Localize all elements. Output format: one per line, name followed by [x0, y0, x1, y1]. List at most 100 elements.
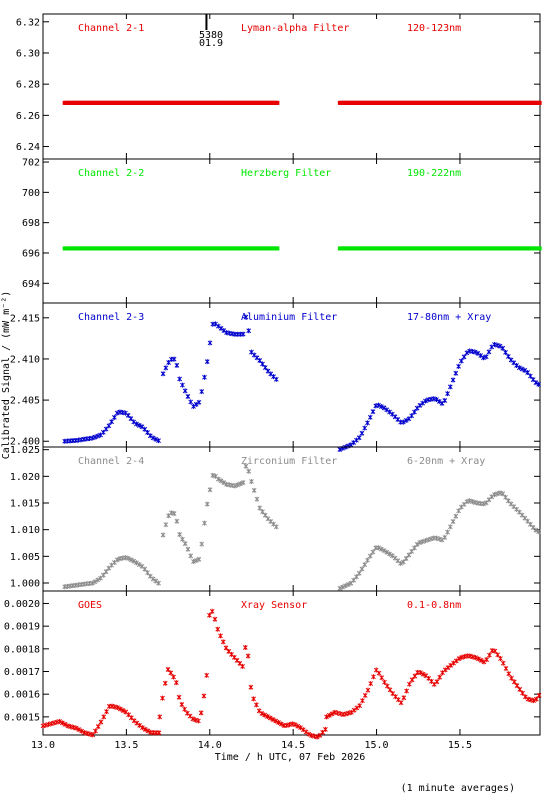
data-point: [104, 709, 109, 715]
data-point: [185, 393, 191, 399]
data-point: [156, 730, 162, 736]
data-point: [498, 656, 503, 662]
y-tick-label: 6.24: [16, 142, 40, 153]
data-point: [137, 722, 142, 728]
data-point: [160, 532, 166, 538]
data-point: [276, 719, 281, 725]
data-point: [262, 512, 268, 518]
data-point: [207, 487, 213, 493]
data-point: [401, 419, 406, 425]
y-tick-label: 696: [22, 248, 40, 259]
y-tick-label: 2.405: [10, 396, 40, 407]
channel-label: Channel 2-3: [78, 312, 144, 323]
data-point: [275, 246, 280, 251]
data-point: [153, 436, 159, 442]
filter-label: Zirconium Filter: [241, 456, 337, 467]
data-point: [492, 492, 497, 498]
data-point: [351, 577, 357, 583]
data-point: [73, 725, 79, 731]
data-point: [188, 553, 194, 559]
data-point: [254, 496, 260, 502]
data-point: [326, 712, 332, 718]
data-point: [147, 433, 153, 439]
data-point: [179, 702, 185, 708]
panel-1: 6.24 6.26 6.28 6.30 6.32 Channel 2-1 Lyman-alp…: [16, 13, 542, 160]
data-point: [240, 480, 246, 486]
data-point: [456, 363, 461, 369]
data-point: [202, 520, 207, 526]
data-point: [381, 548, 387, 554]
data-point: [145, 728, 151, 734]
data-point: [483, 354, 489, 360]
data-point: [134, 560, 139, 566]
data-point: [447, 524, 453, 530]
x-axis-label: Time / h UTC, 07 Feb 2026: [215, 752, 366, 763]
y-tick-label: 702: [22, 158, 40, 169]
data-point: [434, 679, 440, 685]
channel-label: Channel 2-4: [78, 456, 144, 467]
data-point: [354, 705, 360, 711]
data-point: [412, 673, 418, 679]
x-tick-label: 13.5: [114, 740, 138, 751]
data-point: [378, 546, 384, 552]
data-point: [404, 688, 409, 694]
data-point: [100, 572, 106, 578]
data-point: [345, 582, 351, 588]
panel-frame: [42, 158, 541, 304]
data-point: [163, 522, 169, 528]
y-tick-label: 1.025: [10, 445, 40, 456]
data-point: [434, 397, 439, 403]
data-point: [505, 353, 511, 359]
data-point: [481, 355, 486, 361]
y-tick-label: 0.0020: [4, 599, 40, 610]
data-point: [525, 370, 530, 376]
data-point: [384, 683, 390, 689]
data-point: [376, 545, 381, 551]
data-point: [445, 665, 451, 671]
data-point: [157, 714, 163, 720]
data-point: [82, 730, 87, 736]
y-tick-label: 1.020: [10, 472, 40, 483]
x-tick-label: 14.0: [198, 740, 222, 751]
data-point: [486, 349, 492, 355]
data-point: [168, 670, 174, 676]
data-point: [174, 518, 180, 524]
data-point: [243, 463, 249, 469]
y-tick-label: 6.28: [16, 80, 40, 91]
data-point: [153, 578, 159, 584]
data-point: [453, 370, 459, 376]
data-point: [210, 472, 216, 478]
data-point: [537, 100, 542, 105]
data-point: [492, 648, 498, 654]
data-point: [398, 560, 403, 566]
data-point: [378, 404, 384, 410]
x-tick-label: 15.5: [448, 740, 472, 751]
y-tick-label: 700: [22, 188, 40, 199]
data-point: [232, 483, 238, 489]
data-point: [442, 534, 448, 540]
data-point: [487, 652, 492, 658]
data-point: [218, 478, 224, 484]
y-tick-label: 1.015: [10, 499, 40, 510]
data-point: [537, 246, 542, 251]
data-point: [204, 359, 210, 365]
data-point: [295, 723, 301, 729]
data-point: [401, 559, 406, 565]
data-point: [115, 705, 120, 711]
filter-label: Lyman-alpha Filter: [241, 23, 349, 34]
series-points: [62, 246, 542, 251]
data-point: [240, 663, 245, 669]
data-point: [89, 580, 95, 586]
data-point: [173, 680, 179, 686]
data-point: [329, 711, 335, 717]
data-point: [218, 325, 224, 331]
data-point: [533, 380, 539, 386]
data-point: [431, 396, 437, 402]
panels: 6.24 6.26 6.28 6.30 6.32 Channel 2-1 Lyman-alp…: [4, 13, 542, 740]
data-point: [356, 435, 362, 441]
data-point: [182, 541, 188, 547]
data-point: [101, 714, 107, 720]
data-point: [221, 328, 227, 334]
data-point: [62, 721, 68, 727]
data-point: [420, 671, 426, 677]
